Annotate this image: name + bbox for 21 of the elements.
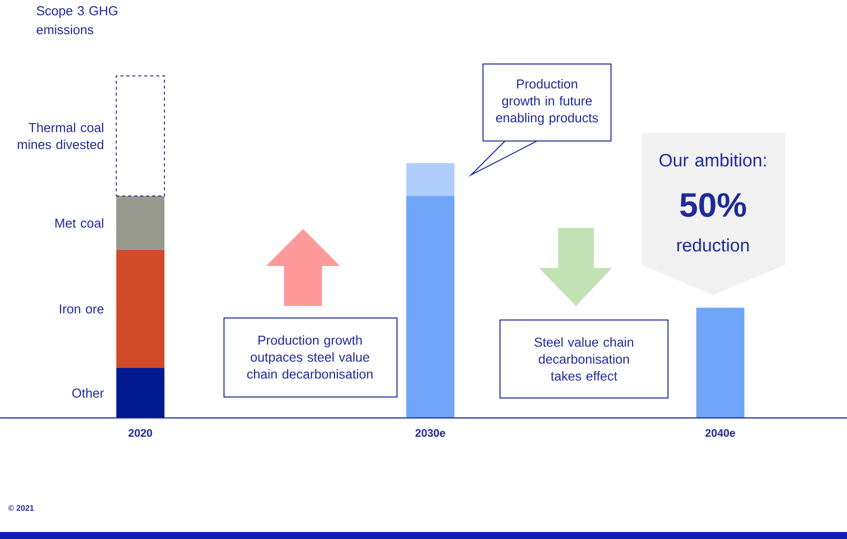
bar bbox=[116, 196, 164, 250]
x-tick-label: 2030e bbox=[415, 429, 446, 437]
annotation: Steel value chain decarbonisation takes effect bbox=[534, 337, 634, 381]
bar bbox=[116, 250, 164, 368]
annotation: 50% bbox=[680, 192, 746, 217]
series-label: Thermal coal mines divested bbox=[18, 122, 104, 150]
bar bbox=[696, 308, 744, 418]
annotation: Our ambition: bbox=[660, 153, 766, 167]
x-tick-label: 2020 bbox=[128, 429, 152, 437]
annotation: reduction bbox=[677, 238, 749, 252]
x-tick-label: 2040e bbox=[705, 429, 736, 437]
annotation: Production growth in future enabling products bbox=[496, 79, 598, 125]
bar bbox=[406, 196, 454, 418]
series-label: Iron ore bbox=[60, 304, 104, 314]
series-label: Met coal bbox=[55, 218, 104, 228]
annotation: Production growth outpaces steel value chain decarbonisation bbox=[247, 335, 372, 379]
bar bbox=[116, 368, 164, 418]
bar bbox=[406, 163, 454, 196]
y-axis-title: Scope 3 GHG emissions bbox=[36, 6, 118, 34]
series-label: Other bbox=[72, 388, 104, 398]
bar bbox=[116, 75, 165, 196]
